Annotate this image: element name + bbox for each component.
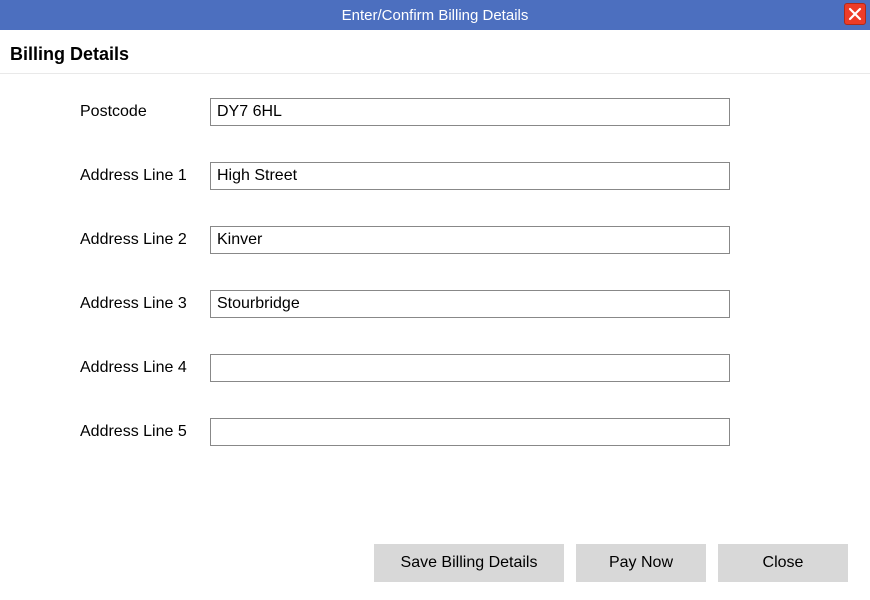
content-area: Billing Details Postcode Address Line 1 …: [0, 30, 870, 446]
close-button[interactable]: Close: [718, 544, 848, 582]
row-address1: Address Line 1: [0, 162, 870, 190]
label-address4: Address Line 4: [0, 359, 210, 377]
button-bar: Save Billing Details Pay Now Close: [374, 544, 848, 582]
label-address5: Address Line 5: [0, 423, 210, 441]
titlebar: Enter/Confirm Billing Details: [0, 0, 870, 30]
close-icon[interactable]: [844, 3, 866, 25]
label-postcode: Postcode: [0, 103, 210, 121]
row-postcode: Postcode: [0, 98, 870, 126]
label-address1: Address Line 1: [0, 167, 210, 185]
pay-now-button[interactable]: Pay Now: [576, 544, 706, 582]
section-heading: Billing Details: [0, 30, 870, 74]
row-address5: Address Line 5: [0, 418, 870, 446]
row-address3: Address Line 3: [0, 290, 870, 318]
billing-form: Postcode Address Line 1 Address Line 2 A…: [0, 74, 870, 446]
input-address2[interactable]: [210, 226, 730, 254]
window-title: Enter/Confirm Billing Details: [342, 7, 529, 24]
input-postcode[interactable]: [210, 98, 730, 126]
input-address5[interactable]: [210, 418, 730, 446]
input-address1[interactable]: [210, 162, 730, 190]
row-address4: Address Line 4: [0, 354, 870, 382]
label-address2: Address Line 2: [0, 231, 210, 249]
label-address3: Address Line 3: [0, 295, 210, 313]
x-icon: [848, 7, 862, 21]
row-address2: Address Line 2: [0, 226, 870, 254]
input-address4[interactable]: [210, 354, 730, 382]
save-button[interactable]: Save Billing Details: [374, 544, 564, 582]
input-address3[interactable]: [210, 290, 730, 318]
